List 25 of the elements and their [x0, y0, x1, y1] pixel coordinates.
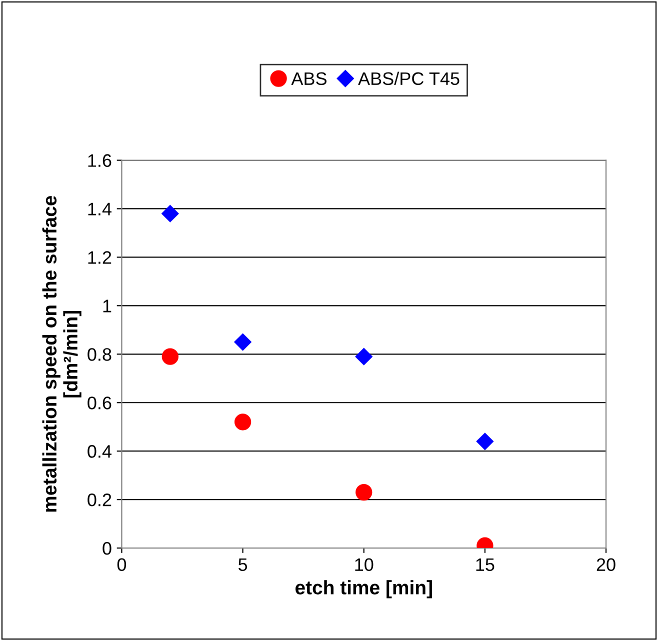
point	[356, 484, 372, 501]
x-tick-label: 5	[238, 558, 248, 572]
x-tick-label: 10	[355, 558, 374, 572]
x-tick-label: 0	[117, 558, 126, 572]
legend-label: ABS/PC T45	[358, 72, 460, 86]
y-tick-label: 1	[103, 300, 112, 312]
y-tick-label: 1.2	[88, 251, 112, 264]
y-tick-label: 0.8	[88, 348, 112, 361]
x-axis-title: etch time [min]	[295, 580, 432, 598]
x-tick-label: 20	[596, 558, 616, 572]
point	[355, 348, 372, 366]
y-tick-label: 0.6	[88, 396, 112, 410]
point	[476, 432, 494, 450]
y-tick-label: 0.2	[88, 494, 112, 506]
legend-label: ABS	[291, 72, 326, 86]
point	[234, 333, 252, 351]
y-tick-label: 1.6	[88, 154, 112, 167]
y-tick-label: 0	[102, 542, 112, 555]
x-tick-label: 15	[476, 558, 494, 572]
point	[234, 414, 252, 430]
y-axis-title: metallization speed on the surface [dm²/min]	[42, 196, 82, 512]
y-tick-label: 1.4	[88, 202, 112, 216]
point	[162, 205, 179, 222]
point	[162, 348, 178, 365]
y-tick-label: 0.4	[88, 445, 112, 458]
